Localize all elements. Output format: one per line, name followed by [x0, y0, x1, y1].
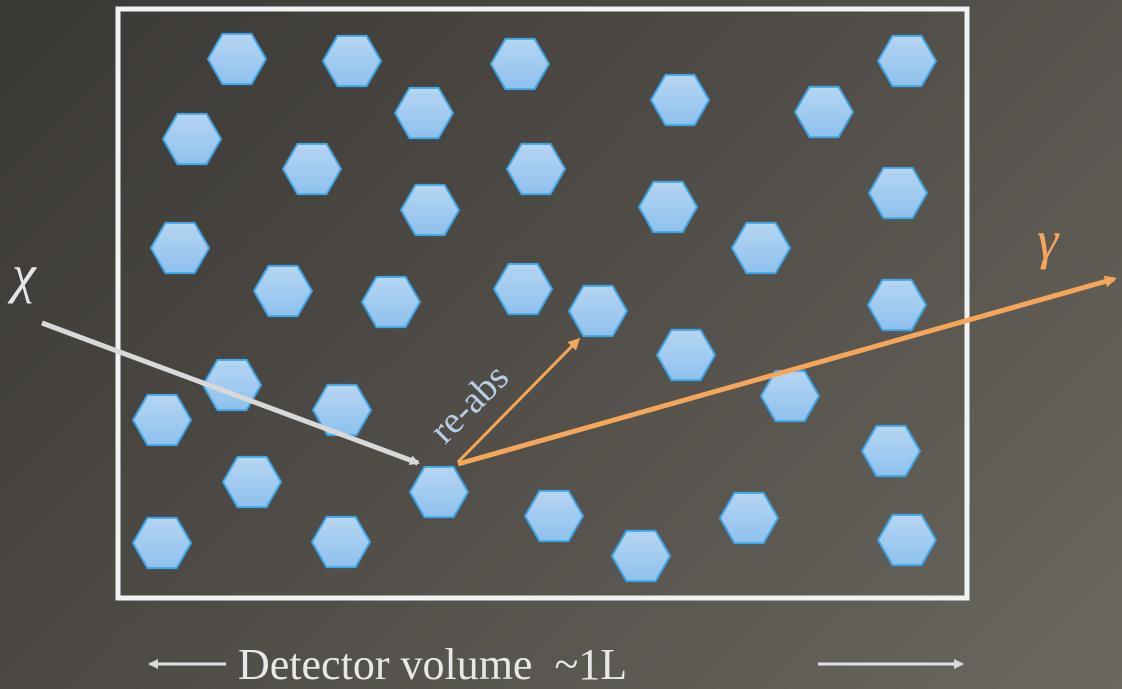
hexagon-molecule-icon: [637, 180, 699, 234]
reabs-label: re-abs: [422, 356, 517, 451]
hexagon-molecule-icon: [281, 142, 343, 196]
hexagon-molecule-icon: [876, 34, 938, 88]
hexagon-molecule-icon: [131, 516, 193, 570]
hexagon-molecule-icon: [759, 369, 821, 423]
hexagon-molecule-icon: [523, 489, 585, 543]
hexagon-molecule-icon: [408, 465, 470, 519]
hexagon-molecule-icon: [718, 491, 780, 545]
hexagon-molecule-icon: [399, 183, 461, 237]
hexagon-molecule-icon: [876, 513, 938, 567]
hexagon-molecule-icon: [310, 515, 372, 569]
hexagon-molecule-icon: [311, 383, 373, 437]
hexagon-molecule-icon: [730, 221, 792, 275]
hexagon-molecule-icon: [360, 275, 422, 329]
hexagon-molecule-icon: [655, 328, 717, 382]
hexagon-molecule-icon: [793, 85, 855, 139]
hexagon-molecule-icon: [505, 142, 567, 196]
hexagon-molecule-icon: [252, 264, 314, 318]
gamma-label: γ: [1037, 210, 1060, 270]
hexagon-molecule-icon: [866, 278, 928, 332]
hexagon-molecule-icon: [149, 221, 211, 275]
hexagon-molecule-icon: [131, 393, 193, 447]
hexagon-molecule-icon: [867, 166, 929, 220]
hexagon-molecule-icon: [206, 32, 268, 86]
hexagon-molecule-icon: [321, 34, 383, 88]
hexagon-molecule-icon: [610, 529, 672, 583]
hexagon-molecule-icon: [221, 455, 283, 509]
hexagon-molecule-icon: [393, 86, 455, 140]
reabsorption-path: [456, 337, 581, 464]
hexagon-molecule-icon: [567, 284, 629, 338]
detector-volume-box: [115, 6, 970, 601]
incoming-particle-path: [41, 320, 420, 466]
scintillator-molecules: [131, 32, 938, 583]
hexagon-molecule-icon: [860, 424, 922, 478]
chi-label: χ: [7, 244, 37, 304]
detector-volume-caption: Detector volume ~1L: [238, 640, 627, 689]
hexagon-molecule-icon: [489, 37, 551, 91]
hexagon-molecule-icon: [649, 73, 711, 127]
hexagon-molecule-icon: [492, 262, 554, 316]
photon-path: [457, 275, 1117, 467]
hexagon-molecule-icon: [161, 112, 223, 166]
